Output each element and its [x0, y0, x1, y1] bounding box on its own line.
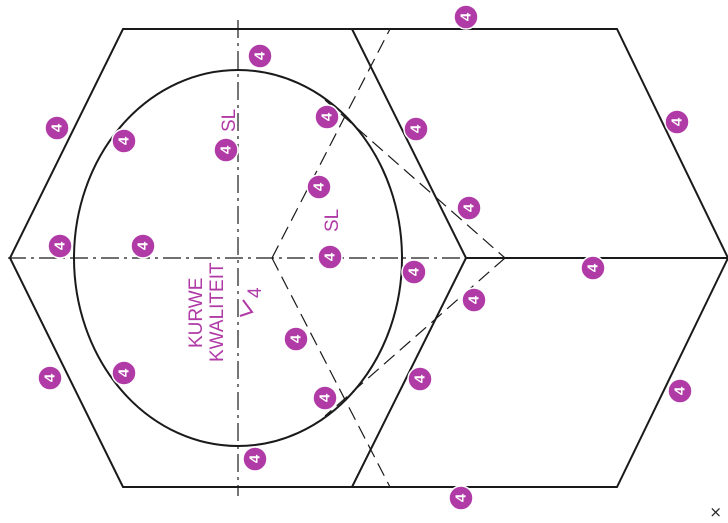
- badge-circle: [111, 360, 137, 386]
- badge-value: 4: [585, 263, 602, 272]
- badge-value: 4: [116, 136, 133, 145]
- quality-badge: 4: [317, 244, 343, 270]
- quality-badge: 4: [37, 365, 63, 391]
- badge-value: 4: [669, 117, 686, 126]
- badge-circle: [111, 128, 137, 154]
- quality-badge: 4: [456, 195, 482, 221]
- quality-badge: 4: [306, 174, 332, 200]
- badge-circle: [37, 365, 63, 391]
- badge-value: 4: [406, 267, 423, 276]
- badge-circle: [306, 174, 332, 200]
- hidden-line-right-upper: [324, 99, 506, 259]
- badge-circle: [456, 195, 482, 221]
- hidden-line-right-lower: [324, 257, 506, 417]
- quality-badge: 4: [247, 43, 273, 69]
- badge-value: 4: [408, 124, 425, 133]
- quality-badge: 4: [314, 104, 340, 130]
- curve-label-line2: KWALITEIT: [207, 262, 228, 362]
- badge-circle: [401, 259, 427, 285]
- badge-group: 4 4 4 4 4 4 4 4 4 4 4 4 4 4 4 4 4 4 4 4 4 4 4 4: [37, 4, 693, 511]
- curve-label-line1: KURWE: [186, 278, 207, 348]
- quality-badge: 4: [242, 446, 268, 472]
- badge-value: 4: [672, 386, 689, 395]
- badge-circle: [448, 485, 474, 511]
- quality-badge: 4: [213, 137, 239, 163]
- badge-value: 4: [42, 373, 59, 382]
- badge-value: 4: [453, 493, 470, 502]
- quality-badge: 4: [283, 326, 309, 352]
- sl-label-center: SL: [322, 209, 343, 232]
- surface-finish-value: 4: [245, 287, 266, 298]
- badge-circle: [130, 233, 156, 259]
- badge-circle: [461, 287, 487, 313]
- badge-value: 4: [412, 374, 429, 383]
- badge-circle: [213, 137, 239, 163]
- quality-badge: 4: [461, 287, 487, 313]
- quality-badge: 4: [407, 366, 433, 392]
- badge-circle: [44, 115, 70, 141]
- badge-value: 4: [52, 241, 69, 250]
- badge-circle: [580, 255, 606, 281]
- quality-badge: 4: [312, 385, 338, 411]
- quality-badge: 4: [448, 485, 474, 511]
- quality-badge: 4: [667, 378, 693, 404]
- badge-value: 4: [218, 145, 235, 154]
- close-icon[interactable]: ×: [709, 503, 722, 521]
- badge-value: 4: [49, 123, 66, 132]
- badge-value: 4: [458, 12, 475, 21]
- badge-value: 4: [247, 454, 264, 463]
- hidden-line-upper: [271, 28, 391, 259]
- badge-circle: [247, 43, 273, 69]
- quality-badge: 4: [453, 4, 479, 30]
- badge-circle: [47, 233, 73, 259]
- quality-badge: 4: [44, 115, 70, 141]
- badge-value: 4: [135, 241, 152, 250]
- badge-value: 4: [252, 51, 269, 60]
- surface-finish-symbol: [239, 299, 254, 317]
- badge-value: 4: [311, 182, 328, 191]
- badge-circle: [664, 109, 690, 135]
- badge-circle: [407, 366, 433, 392]
- badge-circle: [242, 446, 268, 472]
- quality-badge: 4: [111, 360, 137, 386]
- badge-circle: [453, 4, 479, 30]
- quality-badge: 4: [580, 255, 606, 281]
- badge-value: 4: [461, 203, 478, 212]
- side-face-edge: [352, 28, 728, 488]
- sl-label-vertical: SL: [219, 109, 240, 132]
- quality-badge: 4: [664, 109, 690, 135]
- quality-badge: 4: [403, 116, 429, 142]
- hidden-line-lower: [271, 257, 391, 488]
- quality-badge: 4: [401, 259, 427, 285]
- badge-value: 4: [317, 393, 334, 402]
- badge-value: 4: [322, 252, 339, 261]
- badge-circle: [312, 385, 338, 411]
- badge-circle: [403, 116, 429, 142]
- badge-circle: [283, 326, 309, 352]
- badge-value: 4: [466, 295, 483, 304]
- badge-value: 4: [116, 368, 133, 377]
- quality-badge: 4: [130, 233, 156, 259]
- badge-circle: [314, 104, 340, 130]
- badge-circle: [667, 378, 693, 404]
- badge-value: 4: [319, 112, 336, 121]
- quality-badge: 4: [47, 233, 73, 259]
- badge-value: 4: [288, 334, 305, 343]
- badge-circle: [317, 244, 343, 270]
- quality-badge: 4: [111, 128, 137, 154]
